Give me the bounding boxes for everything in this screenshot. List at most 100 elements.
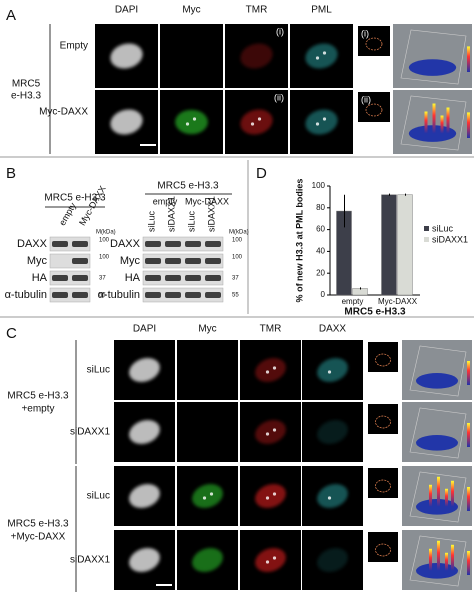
inset [368, 342, 398, 372]
focus [272, 366, 277, 370]
band [72, 292, 88, 298]
nucleus [240, 43, 273, 69]
nucleus [317, 547, 348, 573]
focus [322, 117, 327, 121]
peak [451, 480, 454, 507]
peak [437, 540, 440, 571]
label: PML [311, 5, 332, 16]
band [165, 275, 181, 281]
plot-frame [409, 345, 467, 397]
label: Myc-DAXX [185, 196, 229, 206]
nucleus [110, 109, 143, 135]
label: Myc [198, 324, 216, 335]
label: HA [125, 272, 141, 284]
plot-frame [409, 535, 467, 587]
inset [368, 532, 398, 562]
label: 55 [99, 293, 106, 299]
focus [315, 122, 320, 126]
colorbar [467, 361, 470, 385]
label: +Myc-DAXX [11, 532, 66, 543]
label: Myc-DAXX [39, 107, 88, 118]
band [145, 275, 161, 281]
legend-label: siLuc [432, 223, 454, 233]
nucleus [305, 43, 338, 69]
plot-frame [400, 29, 467, 85]
label: DAXX [319, 324, 347, 335]
band [52, 241, 68, 247]
label: M(kDa) [229, 230, 249, 236]
outline [375, 479, 391, 493]
label: +empty [21, 404, 54, 415]
label: Myc [120, 255, 141, 267]
surface-plot [402, 402, 472, 462]
label: siLuc [146, 210, 156, 232]
label: MRC5 [12, 79, 41, 90]
band [52, 292, 68, 298]
label: 55 [232, 293, 239, 299]
panel-label: A [6, 7, 16, 24]
label: 100 [99, 238, 110, 244]
peak [429, 484, 432, 507]
band [205, 275, 221, 281]
surface [408, 125, 457, 142]
colorbar [467, 46, 470, 72]
label: α-tubulin [5, 289, 47, 301]
label: siLuc [87, 365, 110, 376]
focus [265, 496, 270, 500]
nucleus [129, 483, 160, 509]
nucleus [255, 357, 286, 383]
nucleus [317, 483, 348, 509]
band [205, 292, 221, 298]
label: HA [32, 272, 48, 284]
band [185, 292, 201, 298]
label: siDAXX1 [206, 196, 216, 232]
band [185, 275, 201, 281]
surface-plot [402, 340, 472, 400]
x-axis-label: MRC5 e-H3.3 [344, 307, 406, 318]
colorbar [467, 112, 470, 138]
nucleus [129, 357, 160, 383]
x-tick-label: Myc-DAXX [378, 297, 418, 306]
label: Myc [27, 255, 48, 267]
focus [315, 56, 320, 60]
label: M(kDa) [96, 230, 116, 236]
label: siDAXX1 [70, 555, 110, 566]
label: MRC5 e-H3.3 [157, 181, 219, 192]
y-tick-label: 0 [321, 290, 326, 299]
focus [209, 492, 214, 496]
focus [257, 117, 262, 121]
outline [375, 353, 391, 367]
nucleus [192, 483, 223, 509]
inset [358, 26, 390, 56]
y-tick-label: 80 [316, 203, 325, 212]
label: 100 [232, 238, 243, 244]
peak [445, 488, 448, 507]
surface [416, 373, 458, 389]
nucleus [305, 109, 338, 135]
band [185, 241, 201, 247]
band [145, 241, 161, 247]
focus [250, 122, 255, 126]
nucleus [175, 109, 208, 135]
label: siLuc [186, 210, 196, 232]
label: e-H3.3 [11, 91, 41, 102]
colorbar [467, 487, 470, 511]
surface [408, 59, 457, 76]
x-tick-label: empty [342, 297, 364, 306]
focus [327, 496, 332, 500]
plot-frame [400, 95, 467, 151]
label: MRC5 e-H3.3 [7, 391, 69, 402]
focus [265, 432, 270, 436]
focus [272, 492, 277, 496]
label: 100 [99, 255, 110, 261]
nucleus [192, 547, 223, 573]
micrograph [160, 24, 223, 88]
peak [432, 103, 436, 134]
legend-swatch [424, 226, 429, 231]
band [205, 258, 221, 264]
inset-label: (i) [361, 28, 369, 38]
focus [272, 428, 277, 432]
focus [202, 496, 207, 500]
inset-label: (ii) [361, 94, 371, 104]
